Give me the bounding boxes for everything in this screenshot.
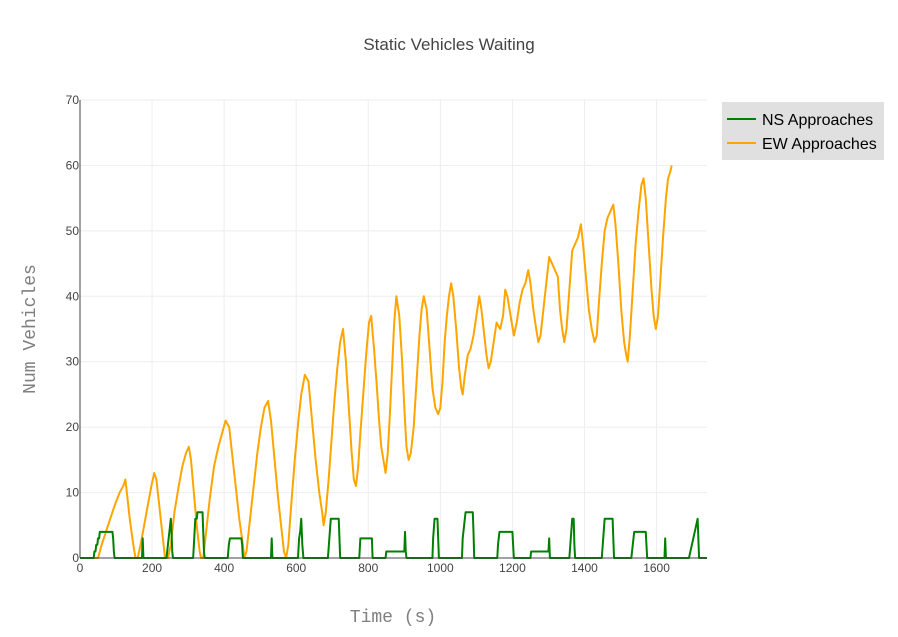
x-tick-label: 400: [214, 561, 234, 575]
axes: [79, 100, 707, 559]
y-tick-label: 30: [66, 355, 80, 369]
x-tick-labels: 0 200 400 600 800 1000 1200 1400 1600: [77, 561, 671, 575]
x-axis-label: Time (s): [350, 608, 436, 628]
y-tick-label: 20: [66, 420, 80, 434]
legend-label-ew[interactable]: EW Approaches: [762, 136, 877, 153]
x-tick-label: 800: [358, 561, 378, 575]
legend-box: [722, 102, 884, 160]
y-tick-label: 10: [66, 486, 80, 500]
legend[interactable]: NS Approaches EW Approaches: [722, 102, 884, 160]
y-tick-label: 0: [72, 551, 79, 565]
x-tick-label: 600: [286, 561, 306, 575]
y-tick-label: 40: [66, 289, 80, 303]
y-tick-label: 50: [66, 224, 80, 238]
legend-label-ns[interactable]: NS Approaches: [762, 112, 873, 129]
x-tick-label: 0: [77, 561, 84, 575]
y-tick-label: 70: [66, 93, 80, 107]
chart-title: Static Vehicles Waiting: [363, 35, 534, 54]
x-tick-label: 1600: [643, 561, 670, 575]
x-tick-label: 200: [142, 561, 162, 575]
x-tick-label: 1200: [499, 561, 526, 575]
x-tick-label: 1400: [571, 561, 598, 575]
y-axis-label: Num Vehicles: [21, 264, 41, 394]
y-tick-label: 60: [66, 158, 80, 172]
y-tick-labels: 0 10 20 30 40 50 60 70: [66, 93, 80, 565]
x-tick-label: 1000: [427, 561, 454, 575]
